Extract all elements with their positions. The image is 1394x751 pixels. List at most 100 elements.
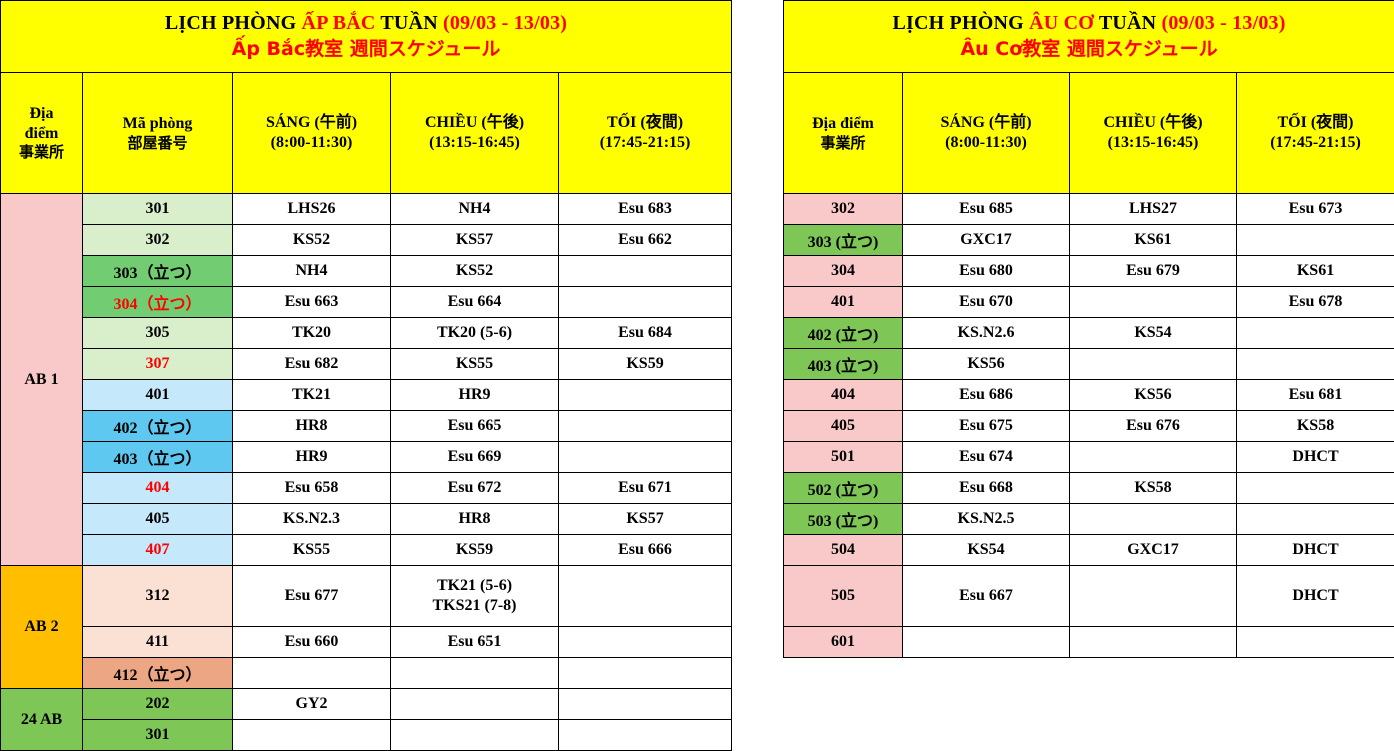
session-cell-toi: KS59 bbox=[559, 349, 732, 380]
ap-bac-table: LỊCH PHÒNG ẤP BẮC TUẦN (09/03 - 13/03) Ấ… bbox=[0, 0, 732, 751]
session-cell-sang: LHS26 bbox=[233, 194, 391, 225]
title-dates: (09/03 - 13/03) bbox=[1162, 12, 1286, 34]
session-cell-sang: KS.N2.3 bbox=[233, 504, 391, 535]
session-cell-toi: KS58 bbox=[1237, 411, 1394, 442]
session-cell-sang: KS54 bbox=[903, 535, 1070, 566]
session-cell-toi bbox=[559, 566, 732, 627]
session-cell-chieu: LHS27 bbox=[1070, 194, 1237, 225]
room-code-cell: 601 bbox=[784, 627, 903, 658]
session-cell-chieu bbox=[1070, 442, 1237, 473]
room-code-cell: 305 bbox=[83, 318, 233, 349]
session-cell-sang: Esu 677 bbox=[233, 566, 391, 627]
title-row-left: LỊCH PHÒNG ẤP BẮC TUẦN (09/03 - 13/03) Ấ… bbox=[1, 1, 732, 73]
session-cell-chieu: HR8 bbox=[391, 504, 559, 535]
room-code-cell: 304（立つ） bbox=[83, 287, 233, 318]
session-cell-toi: Esu 671 bbox=[559, 473, 732, 504]
col-header-location-right: Địa điểm 事業所 bbox=[784, 73, 903, 194]
session-cell-sang: HR9 bbox=[233, 442, 391, 473]
session-cell-sang: Esu 680 bbox=[903, 256, 1070, 287]
session-cell-chieu: NH4 bbox=[391, 194, 559, 225]
session-cell-toi bbox=[559, 380, 732, 411]
session-cell-chieu: TK20 (5-6) bbox=[391, 318, 559, 349]
room-code-cell: 202 bbox=[83, 689, 233, 720]
session-cell-chieu bbox=[1070, 349, 1237, 380]
room-code-cell: 404 bbox=[83, 473, 233, 504]
session-cell-sang: TK21 bbox=[233, 380, 391, 411]
session-cell-sang: Esu 674 bbox=[903, 442, 1070, 473]
room-code-cell: 502 (立つ) bbox=[784, 473, 903, 504]
table-row: 403 (立つ)KS56 bbox=[784, 349, 1394, 380]
session-cell-chieu: KS52 bbox=[391, 256, 559, 287]
session-cell-sang: KS52 bbox=[233, 225, 391, 256]
session-cell-sang: Esu 668 bbox=[903, 473, 1070, 504]
title-mid: TUẦN bbox=[1094, 12, 1162, 34]
session-cell-toi: DHCT bbox=[1237, 442, 1394, 473]
col-header-morning-left: SÁNG (午前) (8:00-11:30) bbox=[233, 73, 391, 194]
table-row: 503 (立つ)KS.N2.5 bbox=[784, 504, 1394, 535]
session-cell-sang: KS.N2.5 bbox=[903, 504, 1070, 535]
room-code-cell: 401 bbox=[83, 380, 233, 411]
room-code-cell: 407 bbox=[83, 535, 233, 566]
au-co-subtitle: Âu Cơ教室 週間スケジュール bbox=[784, 37, 1394, 62]
session-cell-toi bbox=[559, 689, 732, 720]
room-code-cell: 405 bbox=[83, 504, 233, 535]
title-prefix: LỊCH PHÒNG bbox=[892, 12, 1029, 34]
session-cell-toi bbox=[559, 287, 732, 318]
room-code-cell: 303 (立つ) bbox=[784, 225, 903, 256]
au-co-title: LỊCH PHÒNG ÂU CƠ TUẦN (09/03 - 13/03) Âu… bbox=[784, 1, 1394, 73]
session-cell-chieu: Esu 651 bbox=[391, 627, 559, 658]
session-cell-sang bbox=[233, 720, 391, 751]
session-cell-toi: Esu 683 bbox=[559, 194, 732, 225]
room-code-cell: 301 bbox=[83, 194, 233, 225]
ap-bac-title: LỊCH PHÒNG ẤP BẮC TUẦN (09/03 - 13/03) Ấ… bbox=[1, 1, 732, 73]
room-code-cell: 403（立つ） bbox=[83, 442, 233, 473]
session-cell-sang: Esu 667 bbox=[903, 566, 1070, 627]
session-cell-sang: Esu 685 bbox=[903, 194, 1070, 225]
title-row-right: LỊCH PHÒNG ÂU CƠ TUẦN (09/03 - 13/03) Âu… bbox=[784, 1, 1394, 73]
col-header-afternoon-right: CHIỀU (午後) (13:15-16:45) bbox=[1070, 73, 1237, 194]
session-cell-toi bbox=[559, 256, 732, 287]
session-cell-sang: TK20 bbox=[233, 318, 391, 349]
room-code-cell: 404 bbox=[784, 380, 903, 411]
session-cell-chieu bbox=[391, 720, 559, 751]
au-co-panel: LỊCH PHÒNG ÂU CƠ TUẦN (09/03 - 13/03) Âu… bbox=[783, 0, 1394, 658]
session-cell-sang: Esu 675 bbox=[903, 411, 1070, 442]
title-prefix: LỊCH PHÒNG bbox=[165, 12, 302, 34]
room-code-cell: 401 bbox=[784, 287, 903, 318]
session-cell-toi: DHCT bbox=[1237, 535, 1394, 566]
table-row: 412（立つ） bbox=[1, 658, 732, 689]
session-cell-chieu: KS59 bbox=[391, 535, 559, 566]
session-cell-sang: Esu 670 bbox=[903, 287, 1070, 318]
session-cell-chieu: KS57 bbox=[391, 225, 559, 256]
ap-bac-panel: LỊCH PHÒNG ẤP BẮC TUẦN (09/03 - 13/03) Ấ… bbox=[0, 0, 731, 751]
room-code-cell: 505 bbox=[784, 566, 903, 627]
session-cell-toi bbox=[559, 658, 732, 689]
session-cell-chieu bbox=[1070, 627, 1237, 658]
room-code-cell: 503 (立つ) bbox=[784, 504, 903, 535]
session-cell-sang: Esu 682 bbox=[233, 349, 391, 380]
title-dates: (09/03 - 13/03) bbox=[443, 12, 567, 34]
room-code-cell: 504 bbox=[784, 535, 903, 566]
session-cell-sang: KS.N2.6 bbox=[903, 318, 1070, 349]
room-code-cell: 412（立つ） bbox=[83, 658, 233, 689]
session-cell-toi: DHCT bbox=[1237, 566, 1394, 627]
room-code-cell: 501 bbox=[784, 442, 903, 473]
room-code-cell: 302 bbox=[784, 194, 903, 225]
session-cell-chieu: TK21 (5-6)TKS21 (7-8) bbox=[391, 566, 559, 627]
col-header-morning-right: SÁNG (午前) (8:00-11:30) bbox=[903, 73, 1070, 194]
col-header-room-left: Mã phòng 部屋番号 bbox=[83, 73, 233, 194]
session-cell-chieu: KS55 bbox=[391, 349, 559, 380]
